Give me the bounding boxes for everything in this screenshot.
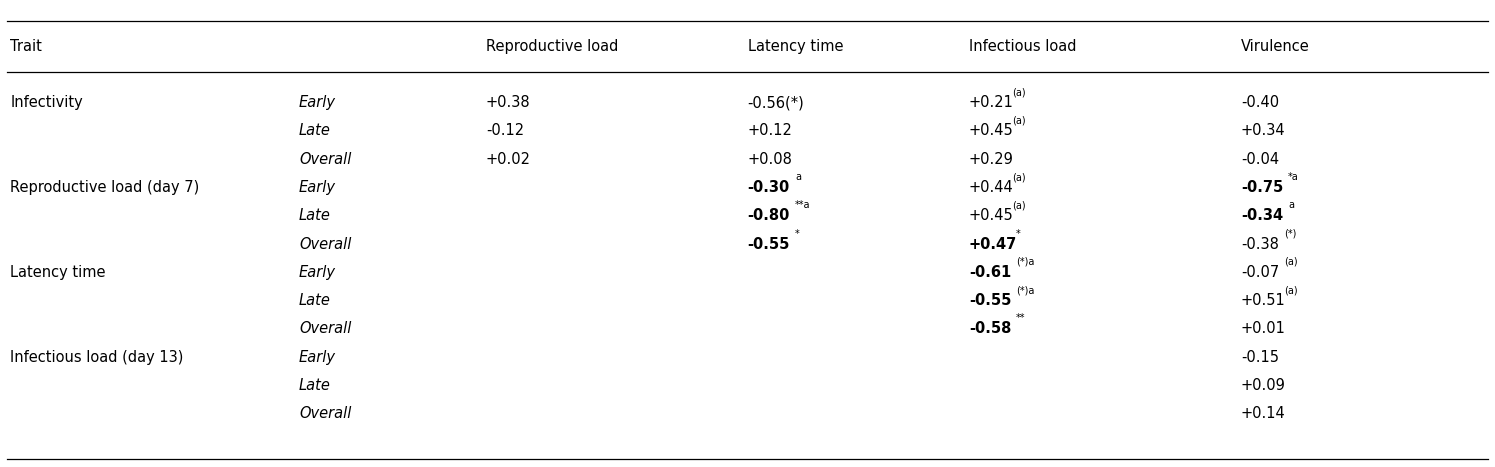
Text: -0.34: -0.34 bbox=[1241, 208, 1283, 223]
Text: Overall: Overall bbox=[299, 236, 351, 252]
Text: +0.12: +0.12 bbox=[748, 123, 792, 139]
Text: Trait: Trait bbox=[10, 39, 42, 54]
Text: +0.44: +0.44 bbox=[969, 180, 1014, 195]
Text: -0.40: -0.40 bbox=[1241, 95, 1280, 110]
Text: (a): (a) bbox=[1284, 257, 1298, 267]
Text: Reproductive load: Reproductive load bbox=[486, 39, 619, 54]
Text: Latency time: Latency time bbox=[748, 39, 843, 54]
Text: (a): (a) bbox=[1012, 172, 1026, 182]
Text: -0.55: -0.55 bbox=[969, 293, 1011, 308]
Text: a: a bbox=[795, 172, 801, 182]
Text: (a): (a) bbox=[1012, 87, 1026, 98]
Text: *: * bbox=[1017, 229, 1021, 239]
Text: +0.14: +0.14 bbox=[1241, 406, 1286, 421]
Text: Late: Late bbox=[299, 293, 330, 308]
Text: Late: Late bbox=[299, 378, 330, 393]
Text: +0.34: +0.34 bbox=[1241, 123, 1286, 139]
Text: **a: **a bbox=[795, 200, 810, 211]
Text: -0.38: -0.38 bbox=[1241, 236, 1278, 252]
Text: (*)a: (*)a bbox=[1017, 257, 1035, 267]
Text: Latency time: Latency time bbox=[10, 265, 106, 280]
Text: *: * bbox=[795, 229, 800, 239]
Text: Early: Early bbox=[299, 180, 336, 195]
Text: Overall: Overall bbox=[299, 406, 351, 421]
Text: (a): (a) bbox=[1284, 285, 1298, 295]
Text: -0.30: -0.30 bbox=[748, 180, 789, 195]
Text: -0.58: -0.58 bbox=[969, 321, 1011, 336]
Text: +0.09: +0.09 bbox=[1241, 378, 1286, 393]
Text: Overall: Overall bbox=[299, 152, 351, 167]
Text: a: a bbox=[1289, 200, 1295, 211]
Text: Reproductive load (day 7): Reproductive load (day 7) bbox=[10, 180, 200, 195]
Text: **: ** bbox=[1017, 313, 1026, 324]
Text: (*)a: (*)a bbox=[1017, 285, 1035, 295]
Text: +0.29: +0.29 bbox=[969, 152, 1014, 167]
Text: -0.55: -0.55 bbox=[748, 236, 789, 252]
Text: Infectious load (day 13): Infectious load (day 13) bbox=[10, 349, 184, 365]
Text: +0.51: +0.51 bbox=[1241, 293, 1286, 308]
Text: Virulence: Virulence bbox=[1241, 39, 1310, 54]
Text: +0.47: +0.47 bbox=[969, 236, 1017, 252]
Text: Early: Early bbox=[299, 265, 336, 280]
Text: (a): (a) bbox=[1012, 200, 1026, 211]
Text: +0.02: +0.02 bbox=[486, 152, 531, 167]
Text: -0.56(*): -0.56(*) bbox=[748, 95, 804, 110]
Text: (*): (*) bbox=[1284, 229, 1298, 239]
Text: Late: Late bbox=[299, 208, 330, 223]
Text: -0.15: -0.15 bbox=[1241, 349, 1278, 365]
Text: +0.45: +0.45 bbox=[969, 208, 1014, 223]
Text: -0.80: -0.80 bbox=[748, 208, 789, 223]
Text: Overall: Overall bbox=[299, 321, 351, 336]
Text: +0.45: +0.45 bbox=[969, 123, 1014, 139]
Text: Early: Early bbox=[299, 349, 336, 365]
Text: -0.12: -0.12 bbox=[486, 123, 525, 139]
Text: +0.21: +0.21 bbox=[969, 95, 1014, 110]
Text: Infectious load: Infectious load bbox=[969, 39, 1076, 54]
Text: +0.08: +0.08 bbox=[748, 152, 792, 167]
Text: +0.01: +0.01 bbox=[1241, 321, 1286, 336]
Text: *a: *a bbox=[1289, 172, 1299, 182]
Text: Late: Late bbox=[299, 123, 330, 139]
Text: -0.75: -0.75 bbox=[1241, 180, 1283, 195]
Text: (a): (a) bbox=[1012, 116, 1026, 126]
Text: +0.38: +0.38 bbox=[486, 95, 531, 110]
Text: -0.07: -0.07 bbox=[1241, 265, 1280, 280]
Text: Early: Early bbox=[299, 95, 336, 110]
Text: -0.04: -0.04 bbox=[1241, 152, 1280, 167]
Text: Infectivity: Infectivity bbox=[10, 95, 84, 110]
Text: -0.61: -0.61 bbox=[969, 265, 1011, 280]
